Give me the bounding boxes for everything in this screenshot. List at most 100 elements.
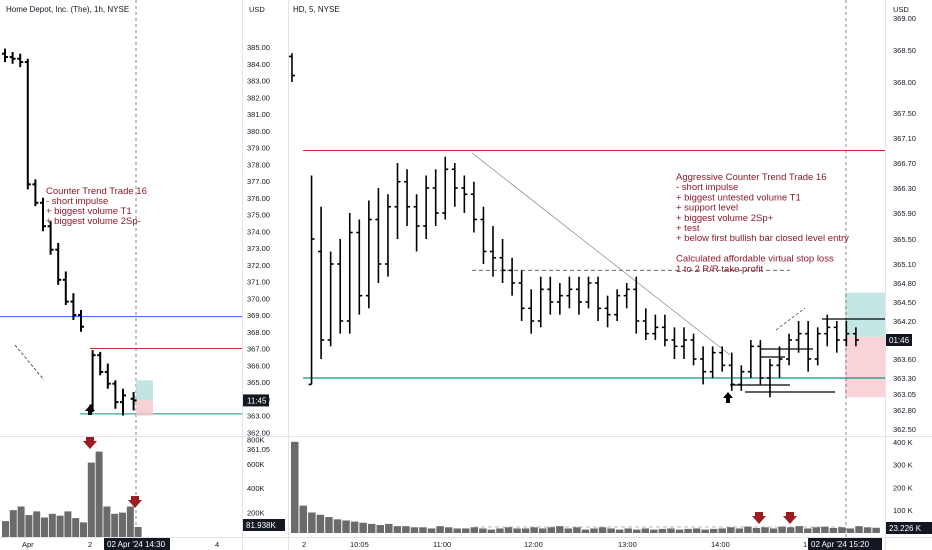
right-volume-bar xyxy=(624,528,632,533)
right-volume-bar xyxy=(855,526,863,533)
right-time-label: 10:05 xyxy=(350,540,369,549)
right-volume-bar xyxy=(410,527,419,533)
right-annotation-line: + below first bullish bar closed level e… xyxy=(676,233,849,244)
left-volume-bar xyxy=(134,526,142,537)
right-volume-bar xyxy=(709,528,718,533)
right-annotation-line: Calculated affordable virtual stop loss xyxy=(676,254,834,265)
right-volume-bar xyxy=(359,522,367,533)
right-volume-bar xyxy=(863,527,872,533)
left-price-tick: 371.00 xyxy=(247,278,270,287)
left-price-tick: 376.00 xyxy=(247,194,270,203)
left-price-tick: 382.00 xyxy=(247,93,270,102)
left-volume-bar xyxy=(103,506,111,537)
right-volume-tag: 23.226 K xyxy=(889,524,922,533)
left-volume-axis[interactable]: 800K 600K 400K 200K 81.938K xyxy=(243,435,285,531)
left-time-label: 2 xyxy=(88,540,92,549)
left-price-tick: 377.00 xyxy=(247,177,270,186)
right-volume-bar xyxy=(641,528,650,533)
left-volume-bar xyxy=(56,515,64,537)
right-price-tick: 368.50 xyxy=(893,46,916,55)
left-price-tick: 379.00 xyxy=(247,144,270,153)
left-price-tick: 363.00 xyxy=(247,412,270,421)
left-price-tick: 385.00 xyxy=(247,43,270,52)
right-price-tick: 365.90 xyxy=(893,209,916,218)
right-volume-bar xyxy=(752,527,761,533)
left-volume-down-arrow xyxy=(83,437,97,449)
left-chart-pane[interactable]: Home Depot, Inc. (The), 1h, NYSE USD 385… xyxy=(0,0,288,550)
right-price-tick: 363.60 xyxy=(893,355,916,364)
right-volume-bar xyxy=(462,528,470,533)
left-volume-bar xyxy=(64,511,72,537)
right-volume-bar xyxy=(667,528,675,533)
right-time-label: 13:00 xyxy=(618,540,637,549)
right-volume-bar xyxy=(436,526,444,533)
right-price-tick: 369.00 xyxy=(893,14,916,23)
right-price-tick: 362.80 xyxy=(893,406,916,415)
right-volume-bar xyxy=(778,526,786,533)
left-price-tick: 375.00 xyxy=(247,211,270,220)
right-volume-bar xyxy=(675,529,684,533)
right-volume-bar xyxy=(684,528,692,533)
right-volume-bar xyxy=(564,528,573,533)
right-volume-bar xyxy=(419,527,427,533)
left-price-tick: 374.00 xyxy=(247,227,270,236)
right-volume-tag-box xyxy=(886,522,932,534)
right-volume-bar xyxy=(393,526,402,533)
left-price-axis[interactable]: 385.00 384.00 383.00 382.00 381.00 380.00 379.… xyxy=(243,43,270,454)
right-volume-bar xyxy=(692,528,701,533)
right-volume-bar xyxy=(367,523,376,533)
right-volume-bar xyxy=(821,526,829,533)
left-crosshair-time: 02 Apr '24 14:30 xyxy=(107,540,166,549)
right-price-tick: 368.00 xyxy=(893,78,916,87)
right-volume-axis[interactable]: 400 K 300 K 200 K 100 K 23.226 K xyxy=(886,438,932,534)
right-volume-bar xyxy=(299,505,308,533)
right-volume-bar xyxy=(385,523,393,533)
left-volume-bar xyxy=(126,506,134,537)
right-currency-label: USD xyxy=(893,5,909,14)
right-volume-bar xyxy=(838,527,846,533)
left-volume-bar xyxy=(2,521,9,537)
left-volume-tag-box xyxy=(243,519,285,531)
right-volume-down-arrow xyxy=(783,512,797,524)
right-volume-tick: 400 K xyxy=(893,438,913,447)
right-price-axis[interactable]: 369.00 368.50 368.00 367.50 367.10 366.70 366.… xyxy=(886,14,916,434)
right-volume-bar xyxy=(504,527,513,533)
right-volume-bar xyxy=(556,526,564,533)
left-annotation: Counter Trend Trade 16- short impulse+ b… xyxy=(46,186,147,227)
right-price-tick: 366.30 xyxy=(893,184,916,193)
right-chart-pane[interactable]: HD, 5, NYSE USD 369.00 368.50 368.00 367.50… xyxy=(288,0,932,550)
right-price-tick: 362.50 xyxy=(893,425,916,434)
right-volume-bar xyxy=(530,527,538,533)
right-time-axis[interactable]: 2 10:05 11:00 12:00 13:00 14:00 1 02 Apr '24 15… xyxy=(302,538,882,550)
right-volume-bar xyxy=(547,527,555,533)
left-volume-down-arrow xyxy=(128,496,142,508)
right-annotation-line: + biggest untested volume T1 xyxy=(676,192,801,203)
right-volume-bar xyxy=(342,520,350,533)
right-volume-bar xyxy=(573,527,581,533)
right-volume-bar xyxy=(470,527,479,533)
right-price-tick: 367.10 xyxy=(893,134,916,143)
right-volume-bar xyxy=(615,529,624,533)
right-annotation-line: 1 to 2 R/R take profit xyxy=(676,264,763,275)
right-volume-bar xyxy=(333,519,342,533)
right-volume-bar xyxy=(872,527,880,533)
right-time-label: 12:00 xyxy=(524,540,543,549)
left-price-tick: 367.00 xyxy=(247,345,270,354)
left-price-tag-box xyxy=(243,394,269,407)
right-volume-bar xyxy=(633,529,641,533)
right-volume-bar xyxy=(350,521,359,533)
right-volume-bar xyxy=(402,526,410,533)
left-price-tick: 368.00 xyxy=(247,328,270,337)
right-volume-tick: 100 K xyxy=(893,506,913,515)
left-price-tick: 372.00 xyxy=(247,261,270,270)
right-volume-bar xyxy=(701,529,709,533)
left-volume-bar xyxy=(95,451,103,537)
right-volume-bar xyxy=(308,512,316,533)
left-volume-bar xyxy=(17,506,25,537)
left-plot-background xyxy=(0,0,242,537)
right-volume-bar xyxy=(795,526,803,533)
left-time-axis[interactable]: Apr 2 4 02 Apr '24 14:30 xyxy=(22,538,219,550)
right-price-bars xyxy=(289,53,859,403)
right-crosshair-time: 02 Apr '24 15:20 xyxy=(811,540,870,549)
